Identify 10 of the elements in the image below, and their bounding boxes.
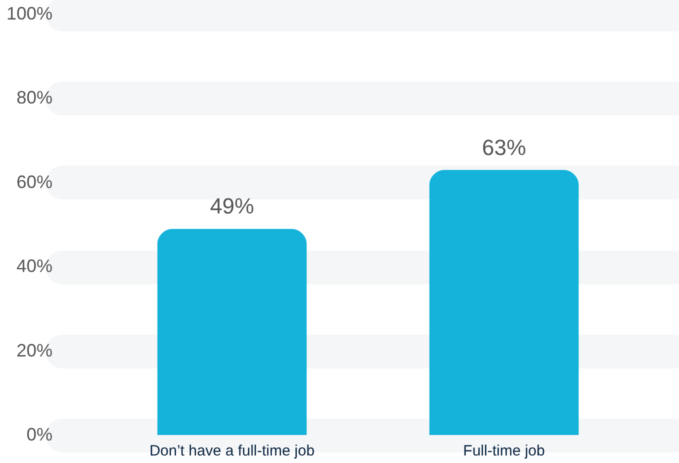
y-tick-label: 20%	[16, 340, 52, 360]
x-tick-label: Don’t have a full-time job	[149, 442, 315, 460]
data-label: 49%	[210, 194, 254, 219]
y-tick-label: 0%	[26, 424, 52, 444]
y-tick-label: 80%	[16, 88, 52, 108]
y-tick-label: 60%	[16, 172, 52, 192]
y-tick-label: 40%	[16, 256, 52, 276]
y-tick-label: 100%	[6, 4, 52, 24]
data-label: 63%	[482, 134, 526, 160]
x-tick-label: Full-time job	[463, 442, 545, 460]
